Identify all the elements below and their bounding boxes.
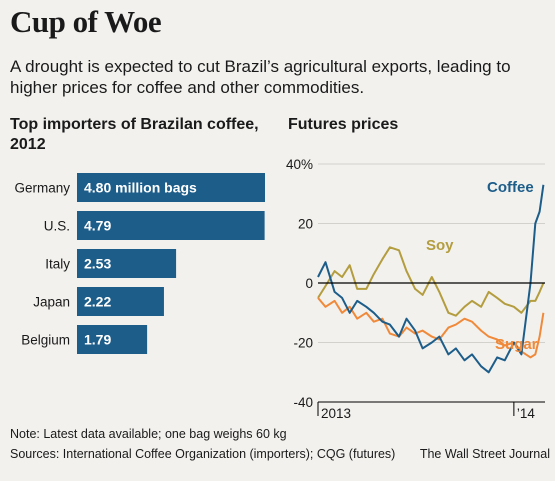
bar-value-label: 2.22	[84, 294, 111, 310]
page-subtitle: A drought is expected to cut Brazil’s ag…	[10, 57, 511, 97]
y-tick-label: 0	[305, 276, 313, 291]
bar-value-label: 4.79	[84, 218, 111, 234]
x-tick-label: 2013	[321, 406, 351, 421]
line-chart-title: Futures prices	[288, 116, 399, 133]
bar-chart-title: Top importers of Brazilan coffee, 2012	[10, 116, 259, 153]
bar-chart: Germany 4.80 million bags U.S. 4.79 Italy 2.5…	[14, 173, 265, 354]
x-tick-label: ’14	[517, 406, 536, 421]
y-tick-label: -40	[293, 395, 313, 410]
bar	[77, 287, 164, 316]
bar-value-label: 1.79	[84, 332, 111, 348]
bar	[77, 325, 148, 354]
bar-category-label: Japan	[33, 295, 70, 310]
series-line-soy	[317, 246, 545, 317]
bar	[77, 249, 177, 278]
y-tick-label: 40%	[286, 157, 313, 172]
bar-value-label: 4.80 million bags	[84, 180, 197, 196]
page-title: Cup of Woe	[10, 4, 162, 39]
series-line-coffee	[317, 184, 545, 374]
bar-category-label: U.S.	[44, 219, 70, 234]
footer-notes: Note: Latest data available; one bag wei…	[10, 424, 550, 464]
credit-note: The Wall Street Journal	[419, 447, 550, 461]
bar-value-label: 2.53	[84, 256, 111, 272]
bar-category-label: Belgium	[21, 333, 70, 348]
series-label-sugar: Sugar	[495, 336, 538, 353]
bar-category-label: Italy	[45, 257, 70, 272]
series-label-coffee: Coffee	[487, 179, 534, 196]
bar	[77, 211, 265, 240]
y-tick-label: 20	[298, 217, 313, 232]
sources-note: Sources: International Coffee Organizati…	[10, 447, 396, 461]
y-tick-label: -20	[293, 336, 313, 351]
bar	[77, 173, 265, 202]
series-label-soy: Soy	[426, 237, 454, 254]
line-chart: 40% 20 0 -20 -40 Coffee Soy Sugar 2013 ’14	[286, 157, 545, 421]
bar-category-label: Germany	[14, 181, 70, 196]
footnote: Note: Latest data available; one bag wei…	[10, 427, 287, 441]
